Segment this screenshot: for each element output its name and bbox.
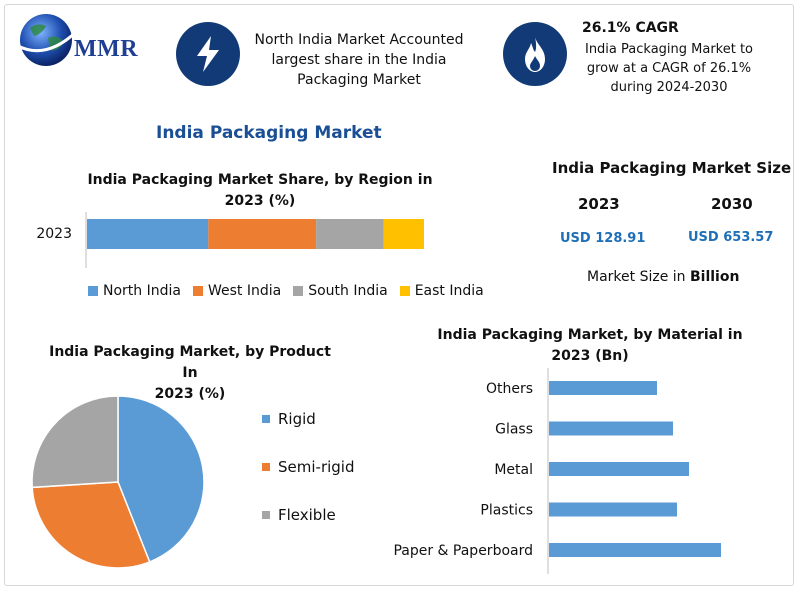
legend-swatch bbox=[293, 286, 304, 296]
legend-swatch bbox=[262, 463, 270, 471]
cagr-title: 26.1% CAGR bbox=[582, 20, 679, 36]
material-chart-title-line: India Packaging Market, by Material in bbox=[437, 327, 743, 343]
material-chart-title: India Packaging Market, by Material in 2… bbox=[420, 325, 760, 367]
legend-label: West India bbox=[207, 283, 282, 299]
legend-label: Semi-rigid bbox=[278, 458, 355, 476]
legend-swatch bbox=[88, 286, 98, 296]
region-chart-title-line: 2023 (%) bbox=[224, 193, 296, 209]
material-bar-glass bbox=[549, 421, 673, 436]
region-bar-segment-north-india bbox=[87, 219, 209, 249]
product-pie-chart bbox=[31, 395, 205, 569]
globe-icon bbox=[17, 14, 78, 66]
legend-swatch bbox=[262, 511, 270, 519]
material-chart-title-line: 2023 (Bn) bbox=[551, 348, 629, 364]
material-category-label: Others bbox=[486, 381, 533, 397]
lightning-bolt-icon bbox=[197, 36, 219, 72]
market-size-note: Market Size in Billion bbox=[587, 269, 739, 285]
region-legend: North India West India South India East … bbox=[88, 283, 484, 299]
legend-item-flexible: Flexible bbox=[262, 506, 355, 524]
region-category-label: 2023 bbox=[36, 226, 72, 242]
region-highlight-line: Packaging Market bbox=[297, 72, 421, 88]
region-chart-title: India Packaging Market Share, by Region … bbox=[70, 170, 450, 212]
pie-slice-flexible bbox=[31, 395, 119, 489]
region-bar-segment-east-india bbox=[383, 219, 424, 249]
flame-icon bbox=[525, 37, 545, 72]
market-size-title: India Packaging Market Size bbox=[552, 159, 792, 177]
market-size-value-2023: USD 128.91 bbox=[560, 231, 646, 246]
region-highlight-badge bbox=[176, 22, 240, 86]
material-bar-chart: Others Glass Metal Plastics Paper & Paperboa… bbox=[393, 368, 721, 574]
cagr-text: India Packaging Market to grow at a CAGR… bbox=[574, 40, 764, 97]
infographic-frame bbox=[4, 4, 794, 586]
logo-text: MMR bbox=[74, 36, 139, 62]
region-highlight-line: largest share in the India bbox=[271, 52, 447, 68]
market-size-note-unit: Billion bbox=[689, 269, 740, 285]
legend-label: Flexible bbox=[278, 506, 336, 524]
pie-slice-rigid bbox=[117, 395, 205, 563]
region-bar-segment-south-india bbox=[316, 219, 384, 249]
legend-item-semi-rigid: Semi-rigid bbox=[262, 458, 355, 476]
region-highlight-line: North India Market Accounted bbox=[254, 32, 464, 48]
legend-swatch bbox=[399, 286, 410, 296]
material-category-label: Metal bbox=[494, 462, 533, 478]
legend-item-south-india: South India bbox=[293, 283, 388, 299]
legend-label: East India bbox=[414, 283, 484, 299]
region-highlight-text: North India Market Accounted largest sha… bbox=[246, 30, 472, 90]
cagr-line: during 2024-2030 bbox=[610, 80, 728, 95]
material-category-label: Glass bbox=[495, 422, 533, 438]
material-category-label: Plastics bbox=[480, 503, 533, 519]
product-legend: Rigid Semi-rigid Flexible bbox=[262, 410, 355, 524]
material-category-label: Paper & Paperboard bbox=[393, 543, 533, 559]
material-bar-others bbox=[549, 381, 657, 395]
product-chart-title-line: 2023 (%) bbox=[154, 386, 226, 402]
legend-label: North India bbox=[103, 283, 181, 299]
legend-swatch bbox=[192, 286, 203, 296]
product-chart-title-line: India Packaging Market, by Product In bbox=[49, 344, 331, 381]
material-bar-plastics bbox=[549, 502, 677, 517]
legend-label: Rigid bbox=[278, 410, 316, 428]
region-bar-segment-west-india bbox=[208, 219, 317, 249]
main-title: India Packaging Market bbox=[156, 123, 382, 143]
pie-slice-semi-rigid bbox=[31, 481, 151, 569]
legend-label: South India bbox=[308, 283, 388, 299]
legend-item-west-india: West India bbox=[192, 283, 282, 299]
material-bar-metal bbox=[549, 462, 689, 476]
market-size-year-2023: 2023 bbox=[578, 195, 620, 213]
market-size-value-2030: USD 653.57 bbox=[688, 230, 774, 245]
market-size-note-prefix: Market Size in bbox=[587, 269, 690, 285]
cagr-highlight-badge bbox=[503, 22, 567, 86]
legend-item-north-india: North India bbox=[88, 283, 181, 299]
product-chart-title: India Packaging Market, by Product In 20… bbox=[40, 342, 340, 405]
region-stacked-bar-chart: 2023 bbox=[36, 212, 424, 268]
material-bar-paper-paperboard bbox=[549, 543, 721, 557]
market-size-year-2030: 2030 bbox=[711, 195, 753, 213]
mmr-logo: MMR bbox=[12, 10, 172, 70]
legend-item-rigid: Rigid bbox=[262, 410, 355, 428]
cagr-line: grow at a CAGR of 26.1% bbox=[586, 61, 752, 76]
cagr-line: India Packaging Market to bbox=[584, 42, 754, 57]
legend-swatch bbox=[262, 415, 270, 423]
region-chart-title-line: India Packaging Market Share, by Region … bbox=[87, 172, 433, 188]
legend-item-east-india: East India bbox=[399, 283, 484, 299]
